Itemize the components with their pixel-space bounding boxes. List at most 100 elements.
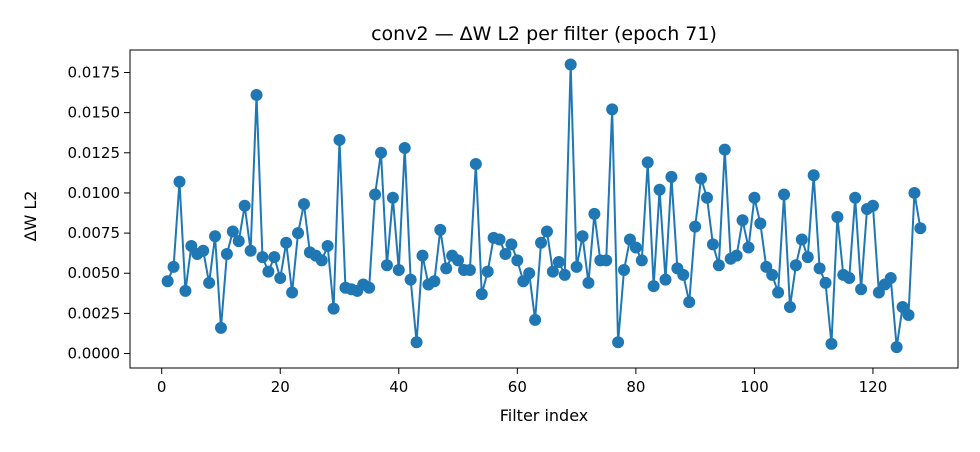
data-point xyxy=(440,262,453,275)
data-point xyxy=(244,244,257,257)
data-point xyxy=(262,265,275,278)
data-point xyxy=(801,251,814,264)
data-point xyxy=(582,276,595,289)
data-point xyxy=(220,247,233,260)
data-point xyxy=(499,247,512,260)
data-point xyxy=(327,302,340,315)
x-tick-label: 120 xyxy=(859,378,888,396)
data-point xyxy=(511,254,524,267)
data-point xyxy=(226,225,239,238)
data-point xyxy=(428,275,441,288)
data-point xyxy=(695,172,708,185)
data-point xyxy=(635,254,648,267)
data-point xyxy=(375,146,388,159)
data-point xyxy=(292,227,305,240)
data-point xyxy=(843,272,856,285)
data-point xyxy=(297,198,310,211)
y-tick-label: 0.0125 xyxy=(68,144,121,162)
data-point xyxy=(831,211,844,224)
chart-title: conv2 — ΔW L2 per filter (epoch 71) xyxy=(371,23,717,45)
data-point xyxy=(398,141,411,154)
data-point xyxy=(778,188,791,201)
data-point xyxy=(363,281,376,294)
data-point xyxy=(712,259,725,272)
x-tick-label: 60 xyxy=(508,378,527,396)
data-point xyxy=(392,264,405,277)
data-point xyxy=(629,241,642,254)
y-tick-label: 0.0100 xyxy=(68,184,121,202)
data-point xyxy=(546,265,559,278)
data-point xyxy=(718,143,731,156)
data-point xyxy=(742,241,755,254)
data-point xyxy=(280,236,293,249)
y-tick-label: 0.0150 xyxy=(68,104,121,122)
data-point xyxy=(481,265,494,278)
data-point xyxy=(890,341,903,354)
data-point xyxy=(404,273,417,286)
data-point xyxy=(179,284,192,297)
data-point xyxy=(683,296,696,309)
data-point xyxy=(540,225,553,238)
x-tick-label: 40 xyxy=(389,378,408,396)
data-point xyxy=(274,272,287,285)
data-point xyxy=(677,268,690,281)
data-point xyxy=(315,254,328,267)
data-point xyxy=(653,183,666,196)
data-point xyxy=(380,259,393,272)
y-tick-label: 0.0050 xyxy=(68,264,121,282)
data-point xyxy=(570,260,583,273)
data-point xyxy=(558,268,571,281)
data-point xyxy=(197,244,210,257)
data-point xyxy=(866,199,879,212)
axis-ticks: 0 20 40 60 80 100 120 0.0000 0.0025 0.0050 0.0075 0… xyxy=(68,63,888,396)
x-axis-label: Filter index xyxy=(500,406,588,425)
data-point xyxy=(855,283,868,296)
y-tick-label: 0.0025 xyxy=(68,304,121,322)
data-point xyxy=(469,158,482,171)
data-point xyxy=(606,103,619,116)
series-line xyxy=(166,63,922,349)
data-point xyxy=(238,199,251,212)
y-tick-label: 0.0000 xyxy=(68,345,121,363)
data-point xyxy=(552,256,565,268)
data-point xyxy=(535,236,548,249)
plot-frame xyxy=(129,49,959,369)
data-point xyxy=(612,336,625,349)
y-axis-label: ΔW L2 xyxy=(21,191,40,242)
data-point xyxy=(167,260,180,273)
data-point xyxy=(161,275,174,288)
data-point xyxy=(386,191,399,204)
data-point xyxy=(416,249,429,262)
data-point xyxy=(789,259,802,272)
data-point xyxy=(819,276,832,289)
data-point xyxy=(766,268,779,281)
data-point xyxy=(232,235,245,248)
y-tick-label: 0.0075 xyxy=(68,224,121,242)
data-point xyxy=(665,170,678,183)
data-point xyxy=(908,186,921,199)
data-point xyxy=(641,156,654,169)
data-point xyxy=(783,300,796,313)
data-point xyxy=(884,272,897,285)
data-point xyxy=(914,222,927,235)
data-point xyxy=(410,336,423,349)
x-tick-label: 100 xyxy=(740,378,769,396)
data-point xyxy=(256,251,269,264)
data-point xyxy=(588,207,601,220)
data-point xyxy=(736,214,749,227)
data-point xyxy=(813,262,826,275)
x-tick-label: 80 xyxy=(626,378,645,396)
data-point xyxy=(434,223,447,236)
data-point xyxy=(452,254,465,267)
data-point xyxy=(576,230,589,243)
data-point xyxy=(203,276,216,289)
data-point xyxy=(463,264,476,277)
data-point xyxy=(849,191,862,204)
data-point xyxy=(647,280,660,293)
data-point xyxy=(286,286,299,299)
data-point xyxy=(475,288,488,301)
data-point xyxy=(689,220,702,233)
data-point xyxy=(730,249,743,262)
